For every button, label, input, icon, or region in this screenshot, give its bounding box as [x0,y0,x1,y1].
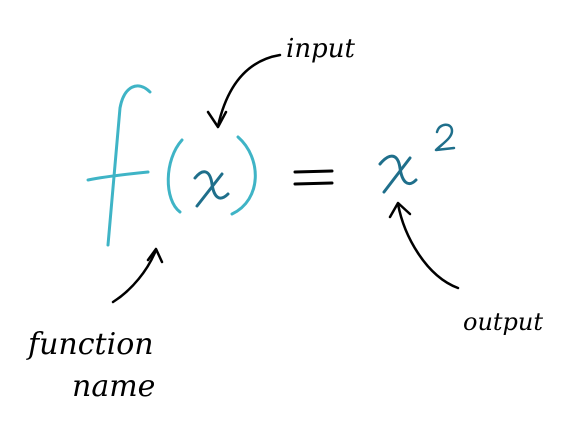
function-name-label-line1: function [26,327,154,362]
equals-sign [293,169,334,186]
output-arrow [388,201,460,290]
output-label: output [463,308,543,336]
output-variable-x [378,154,418,194]
function-name-arrow [111,247,164,304]
input-variable-x [193,170,230,208]
left-parenthesis [166,138,184,214]
right-parenthesis [230,135,257,216]
function-name-label-line2: name [72,369,155,404]
input-label: input [286,34,355,64]
f-glyph [106,84,152,247]
function-name-f [86,84,152,247]
exponent-two [434,123,456,152]
input-arrow [206,53,282,129]
f-crossbar [86,170,150,182]
